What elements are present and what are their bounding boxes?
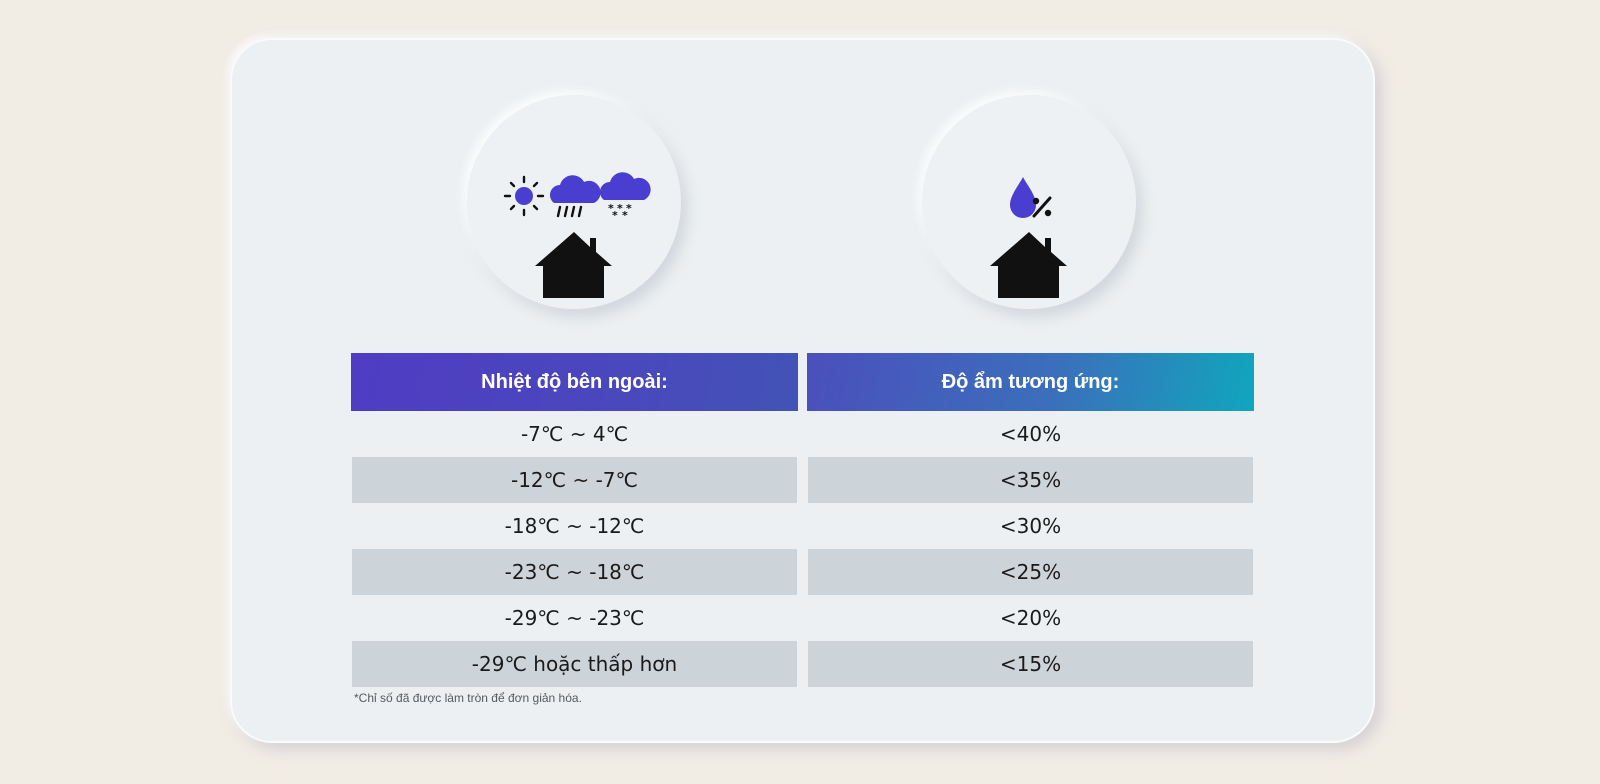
humidity-cell: <20% [999,606,1062,630]
sun-icon [503,175,545,217]
svg-text:*: * [617,202,623,215]
temperature-cell: -29℃ hoặc thấp hơn [352,641,797,687]
outdoor-temperature-header: Nhiệt độ bên ngoài: [351,353,798,411]
svg-text:*: * [612,209,618,222]
temperature-cell: -12℃ ~ -7℃ [352,457,797,503]
house-icon [990,232,1067,298]
temperature-cell: -29℃ ~ -23℃ [504,606,645,630]
humidity-header: Độ ẩm tương ứng: [807,353,1254,411]
temperature-cell: -18℃ ~ -12℃ [504,514,645,538]
footnote: *Chỉ số đã được làm tròn để đơn giản hóa… [354,691,582,705]
temperature-cell: -7℃ ~ 4℃ [520,422,629,446]
humidity-cell: <40% [999,422,1062,446]
humidity-cell: <30% [999,514,1062,538]
house-icon [535,232,612,298]
humidity-cell: <25% [808,549,1253,595]
weather-house-badge: * * * * * [467,95,681,309]
humidity-drop-percent-icon [1010,177,1052,218]
svg-text:*: * [622,209,628,222]
rain-cloud-icon [550,175,601,218]
humidity-house-badge [922,95,1136,309]
snow-cloud-icon: * * * * * [600,172,651,222]
info-card: * * * * * Nhi [230,38,1375,743]
humidity-cell: <35% [808,457,1253,503]
humidity-cell: <15% [808,641,1253,687]
temperature-cell: -23℃ ~ -18℃ [352,549,797,595]
svg-text:*: * [626,202,632,215]
svg-text:*: * [608,202,614,215]
